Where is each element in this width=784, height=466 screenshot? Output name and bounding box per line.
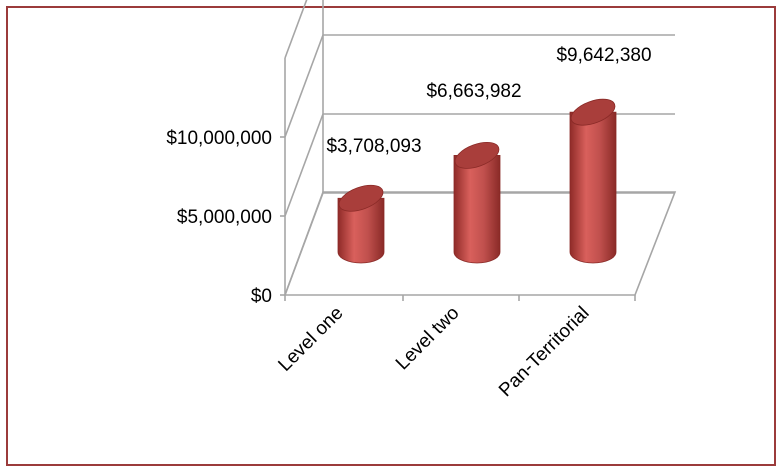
bar-body bbox=[453, 154, 501, 264]
bar-1 bbox=[337, 184, 385, 264]
x-category-label: Level two bbox=[392, 303, 464, 375]
x-category-label: Level one bbox=[274, 303, 347, 376]
chart: $0 $5,000,000 $10,000,000 $3,708,093 $6,663… bbox=[166, 0, 677, 401]
y-tick-label: $0 bbox=[251, 286, 272, 307]
y-tick-label: $5,000,000 bbox=[177, 207, 272, 228]
bar-body bbox=[569, 111, 617, 264]
y-tick-label: $10,000,000 bbox=[166, 128, 272, 149]
gridline-side bbox=[284, 34, 324, 138]
gridline-side bbox=[284, 113, 324, 217]
chart-frame bbox=[6, 6, 776, 466]
data-label: $9,642,380 bbox=[556, 45, 651, 66]
bar-top bbox=[454, 141, 500, 169]
gridline-side bbox=[284, 0, 308, 59]
x-category-label: Pan-Territorial bbox=[495, 303, 593, 401]
bar-2 bbox=[453, 141, 501, 264]
bar-3 bbox=[569, 98, 617, 264]
bar-top bbox=[570, 98, 616, 126]
bar-top bbox=[338, 184, 384, 212]
data-label: $3,708,093 bbox=[326, 136, 421, 157]
bar-body bbox=[337, 197, 385, 264]
gridline-side bbox=[284, 192, 324, 296]
data-label: $6,663,982 bbox=[426, 81, 521, 102]
